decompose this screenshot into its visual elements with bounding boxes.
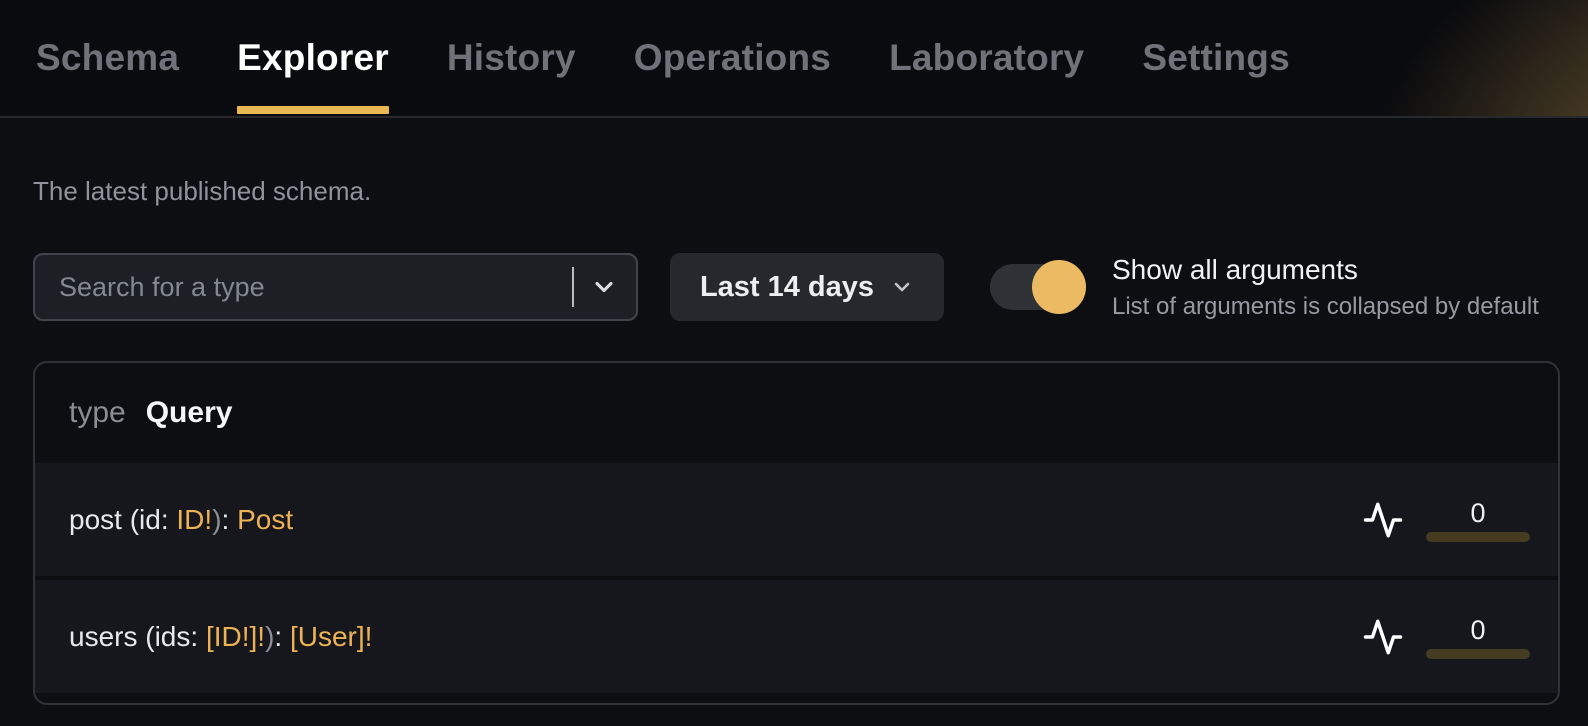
- top-navigation: Schema Explorer History Operations Labor…: [0, 0, 1588, 118]
- controls-row: Last 14 days Show all arguments List of …: [33, 253, 1555, 321]
- field-args-open: (ids:: [137, 620, 206, 652]
- tab-schema[interactable]: Schema: [36, 0, 179, 116]
- field-colon: :: [221, 503, 238, 535]
- tab-explorer-label: Explorer: [237, 37, 389, 78]
- period-select-button[interactable]: Last 14 days: [670, 253, 944, 321]
- request-stat: 0: [1426, 615, 1530, 659]
- period-label: Last 14 days: [699, 270, 875, 303]
- search-input[interactable]: [59, 271, 572, 303]
- field-colon: :: [274, 620, 290, 652]
- activity-link[interactable]: [1362, 616, 1404, 658]
- search-dropdown-button[interactable]: [590, 273, 618, 301]
- tab-history-label: History: [446, 37, 576, 78]
- tab-laboratory[interactable]: Laboratory: [889, 0, 1084, 116]
- field-usage: 0: [1362, 615, 1530, 659]
- tab-explorer[interactable]: Explorer: [237, 0, 389, 116]
- return-type-link[interactable]: [User]!: [289, 620, 373, 652]
- tab-operations[interactable]: Operations: [634, 0, 831, 116]
- field-row-users: users (ids: [ID!]!): [User]! 0: [35, 580, 1558, 693]
- toggle-title: Show all arguments: [1112, 253, 1358, 285]
- field-args-close: ): [265, 620, 275, 652]
- arg-type-link[interactable]: [ID!]!: [205, 620, 266, 652]
- field-args-close: ): [212, 503, 222, 535]
- type-card-header: type Query: [35, 363, 1558, 463]
- schema-description: The latest published schema.: [33, 176, 372, 206]
- activity-link[interactable]: [1362, 499, 1404, 541]
- search-divider: [572, 267, 574, 307]
- field-usage: 0: [1362, 498, 1530, 542]
- type-keyword: type: [69, 396, 126, 429]
- tab-schema-label: Schema: [36, 37, 180, 78]
- usage-bar: [1426, 648, 1530, 659]
- usage-bar: [1426, 531, 1530, 542]
- toggle-labels: Show all arguments List of arguments is …: [1112, 254, 1539, 321]
- field-name: post: [69, 503, 122, 535]
- toggle-subtitle: List of arguments is collapsed by defaul…: [1112, 292, 1539, 320]
- type-search-combobox[interactable]: [33, 253, 638, 321]
- request-count: 0: [1470, 497, 1486, 528]
- field-args-open: (id:: [121, 503, 177, 535]
- request-stat: 0: [1426, 498, 1530, 542]
- tab-history[interactable]: History: [447, 0, 576, 116]
- chevron-down-icon: [595, 281, 613, 293]
- request-count: 0: [1470, 614, 1486, 645]
- tab-settings[interactable]: Settings: [1142, 0, 1290, 116]
- chevron-down-icon: [894, 282, 910, 292]
- type-card-query: type Query post (id: ID!): Post 0 users …: [33, 361, 1560, 705]
- arg-type-link[interactable]: ID!: [176, 503, 213, 535]
- type-name: Query: [145, 396, 233, 429]
- return-type-link[interactable]: Post: [237, 503, 294, 535]
- explorer-content: The latest published schema. Last 14 day…: [0, 176, 1588, 705]
- field-name: users: [69, 620, 138, 652]
- field-signature: post (id: ID!): Post: [69, 504, 293, 536]
- activity-icon: [1363, 502, 1403, 537]
- tab-laboratory-label: Laboratory: [889, 37, 1085, 78]
- field-signature: users (ids: [ID!]!): [User]!: [69, 621, 372, 653]
- field-row-post: post (id: ID!): Post 0: [35, 463, 1558, 576]
- show-all-arguments-toggle[interactable]: [990, 260, 1086, 314]
- active-tab-underline: [237, 106, 389, 114]
- arguments-toggle-group: Show all arguments List of arguments is …: [990, 254, 1539, 321]
- toggle-knob: [1032, 260, 1086, 314]
- tab-operations-label: Operations: [633, 37, 832, 78]
- activity-icon: [1363, 619, 1403, 654]
- tab-settings-label: Settings: [1142, 37, 1290, 78]
